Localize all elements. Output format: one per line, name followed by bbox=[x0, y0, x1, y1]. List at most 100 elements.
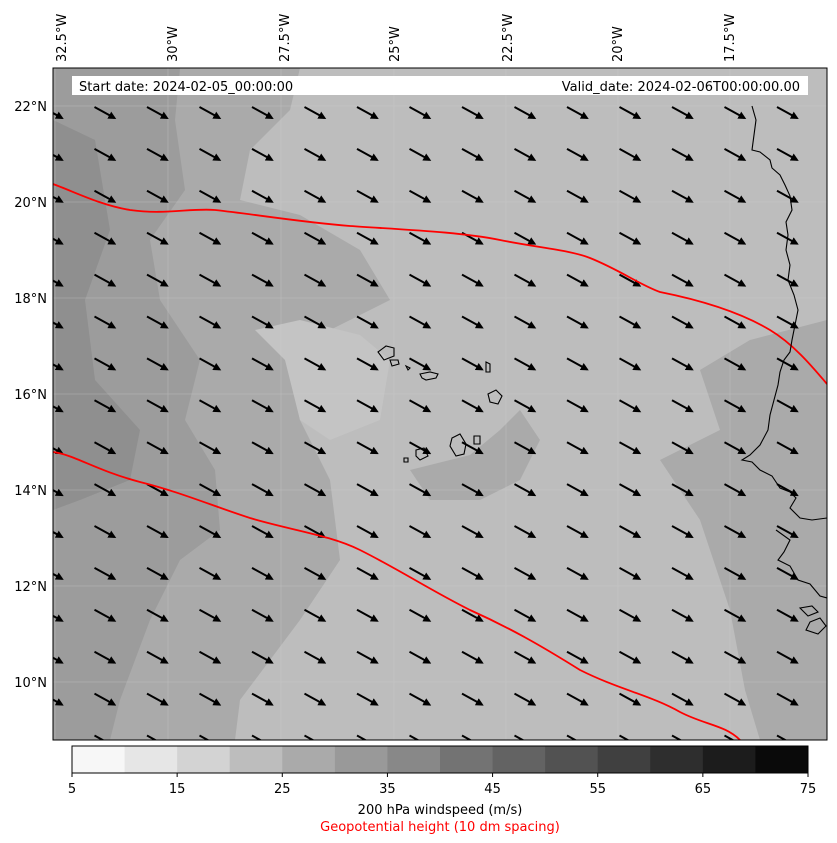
colorbar-tick-label: 15 bbox=[169, 782, 186, 797]
wind-arrow bbox=[251, 189, 274, 203]
wind-arrow bbox=[53, 530, 64, 538]
wind-arrow bbox=[251, 273, 274, 287]
wind-arrow bbox=[146, 608, 169, 622]
colorbar-tick-label: 75 bbox=[800, 782, 817, 797]
wind-arrow bbox=[724, 189, 747, 203]
wind-arrow bbox=[94, 148, 117, 161]
wind-arrow bbox=[53, 572, 64, 580]
wind-arrow bbox=[619, 692, 642, 706]
wind-arrow bbox=[724, 441, 747, 455]
wind-arrow bbox=[671, 734, 683, 740]
cape-verde-brava bbox=[403, 457, 409, 463]
cape-verde-fogo bbox=[415, 447, 429, 461]
map-frame bbox=[52, 67, 828, 741]
wind-arrow bbox=[671, 483, 694, 497]
wind-arrow bbox=[356, 399, 379, 413]
wind-arrow bbox=[409, 483, 432, 497]
wind-arrow bbox=[94, 525, 117, 538]
wind-arrow bbox=[461, 357, 484, 371]
wind-arrow bbox=[776, 399, 799, 413]
wind-arrow bbox=[53, 153, 64, 161]
wind-arrow bbox=[304, 567, 327, 580]
wind-arrow bbox=[53, 656, 64, 664]
lon-label-25w: 25°W bbox=[388, 26, 403, 62]
coast-segment-south bbox=[775, 529, 827, 599]
wind-arrow bbox=[304, 734, 315, 740]
wind-arrow bbox=[724, 106, 747, 119]
wind-arrow bbox=[304, 273, 327, 287]
wind-arrow bbox=[619, 483, 642, 497]
wind-arrow bbox=[619, 399, 642, 413]
wind-arrow bbox=[53, 363, 64, 371]
wind-arrow bbox=[94, 315, 117, 329]
wind-arrow bbox=[619, 525, 642, 538]
wind-arrow bbox=[356, 441, 379, 455]
wind-arrow bbox=[514, 273, 537, 287]
wind-arrow bbox=[776, 734, 788, 740]
wind-arrow bbox=[356, 357, 379, 371]
wind-arrow bbox=[776, 567, 799, 580]
wind-arrow bbox=[251, 399, 274, 413]
wind-arrow bbox=[53, 195, 64, 203]
wind-arrow bbox=[146, 148, 169, 161]
wind-arrow bbox=[724, 650, 747, 664]
lon-label-32-5w: 32.5°W bbox=[55, 14, 70, 62]
wind-arrow bbox=[251, 650, 274, 664]
wind-arrow bbox=[776, 273, 799, 287]
wind-arrow bbox=[146, 273, 169, 287]
wind-arrow bbox=[356, 273, 379, 287]
wind-arrow bbox=[199, 734, 210, 740]
wind-arrow bbox=[409, 315, 432, 329]
wind-arrow bbox=[514, 357, 537, 371]
wind-arrow bbox=[199, 692, 222, 706]
colorbar-swatch bbox=[492, 746, 546, 773]
wind-arrow bbox=[566, 189, 589, 203]
wind-arrow bbox=[251, 692, 274, 706]
wind-arrow bbox=[199, 148, 222, 161]
wind-arrow bbox=[251, 483, 274, 497]
wind-arrow bbox=[671, 231, 694, 245]
wind-arrow bbox=[619, 734, 630, 740]
colorbar-swatch bbox=[229, 746, 283, 773]
wind-arrow bbox=[304, 189, 327, 203]
wind-arrow bbox=[566, 608, 589, 622]
wind-arrow bbox=[671, 567, 694, 580]
wind-arrow bbox=[146, 106, 169, 119]
wind-arrow bbox=[356, 608, 379, 622]
wind-arrow bbox=[671, 441, 694, 455]
wind-arrow bbox=[304, 692, 327, 706]
colorbar-tick-label: 65 bbox=[695, 782, 712, 797]
lat-label-20n: 20°N bbox=[14, 196, 47, 211]
wind-arrow bbox=[304, 148, 327, 161]
wind-arrow bbox=[146, 189, 169, 203]
wind-arrow bbox=[94, 273, 117, 287]
wind-arrow bbox=[461, 106, 484, 119]
wind-arrow bbox=[304, 650, 327, 664]
lon-label-30w: 30°W bbox=[166, 26, 181, 62]
cape-verde-maio bbox=[473, 435, 481, 445]
wind-arrow bbox=[409, 273, 432, 287]
graticule bbox=[53, 68, 827, 740]
wind-arrow bbox=[199, 189, 222, 203]
wind-arrow bbox=[461, 734, 473, 740]
coast-segment-guinea bbox=[798, 605, 827, 635]
wind-arrow bbox=[356, 231, 379, 245]
wind-arrow bbox=[619, 106, 642, 119]
wind-arrow bbox=[461, 399, 484, 413]
wind-arrow bbox=[776, 608, 799, 622]
wind-arrow bbox=[619, 608, 642, 622]
africa-coastline bbox=[740, 105, 827, 521]
colorbar-frame bbox=[71, 745, 809, 774]
lon-label-20w: 20°W bbox=[611, 26, 626, 62]
wind-arrow bbox=[304, 106, 327, 119]
wind-arrow bbox=[671, 399, 694, 413]
wind-arrow bbox=[619, 148, 642, 161]
wind-arrow bbox=[251, 441, 274, 455]
wind-arrow bbox=[356, 525, 379, 538]
wind-arrow bbox=[53, 404, 64, 413]
wind-arrow bbox=[356, 692, 379, 706]
wind-arrow bbox=[409, 189, 432, 203]
wind-arrow bbox=[461, 567, 484, 580]
wind-arrow bbox=[146, 399, 169, 413]
